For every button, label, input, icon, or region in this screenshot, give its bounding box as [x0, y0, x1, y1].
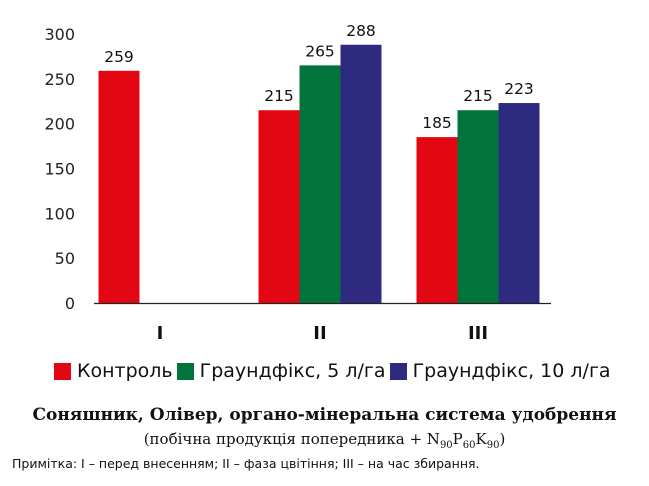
bar-value-label: 185 [422, 114, 452, 132]
x-axis-ticks: I II III [157, 323, 488, 344]
bar-value-label: 288 [346, 22, 376, 40]
legend: Контроль Граундфікс, 5 л/га Граундфікс, … [54, 360, 615, 382]
subtitle-end: ) [499, 430, 506, 448]
subtitle-p-index: 60 [462, 440, 476, 451]
bars [98, 44, 540, 303]
bar-value-label: 223 [504, 80, 534, 98]
bar-value-label: 265 [305, 42, 335, 60]
y-tick-label: 300 [44, 25, 75, 44]
y-tick-label: 100 [44, 204, 75, 223]
y-tick-label: 50 [55, 249, 75, 268]
bar-value-label: 215 [264, 87, 294, 105]
x-tick-label: III [468, 323, 488, 344]
legend-item-control: Контроль [54, 360, 173, 382]
subtitle-k-index: 90 [486, 440, 500, 451]
chart-subtitle: (побічна продукція попередника + N90P60K… [0, 430, 649, 451]
bar-1-series-1 [98, 70, 140, 303]
y-tick-label: 0 [65, 294, 75, 313]
data-labels: 259 215 265 288 185 215 223 [104, 22, 534, 132]
subtitle-k: K [475, 430, 487, 448]
bar-2-series-3 [340, 44, 382, 303]
bar-value-label: 259 [104, 48, 134, 66]
legend-item-groundfix-10: Граундфікс, 10 л/га [389, 360, 611, 382]
legend-item-groundfix-5: Граундфікс, 5 л/га [176, 360, 386, 382]
legend-swatch-groundfix-5 [176, 362, 194, 380]
subtitle-main: (побічна продукція попередника + N [143, 430, 440, 448]
legend-label-control: Контроль [77, 360, 173, 382]
legend-swatch-control [54, 362, 71, 380]
y-tick-label: 250 [44, 70, 75, 89]
y-axis-ticks: 0 50 100 150 200 250 300 [44, 25, 75, 313]
bar-2-series-1 [258, 110, 300, 303]
subtitle-p: P [452, 430, 463, 448]
y-tick-label: 200 [44, 115, 75, 134]
bar-2-series-2 [299, 65, 341, 303]
x-tick-label: I [157, 323, 164, 344]
legend-label-groundfix-10: Граундфікс, 10 л/га [412, 360, 611, 382]
legend-swatch-groundfix-10 [389, 362, 407, 380]
y-tick-label: 150 [44, 160, 75, 179]
bar-3-series-1 [416, 137, 458, 303]
subtitle-n-index: 90 [439, 440, 453, 451]
bar-chart: 0 50 100 150 200 250 300 259 215 265 288 185 215 223… [44, 22, 551, 344]
legend-label-groundfix-5: Граундфікс, 5 л/га [199, 360, 386, 382]
chart-title: Соняшник, Олівер, органо-мінеральна сист… [32, 405, 617, 425]
bar-3-series-2 [457, 110, 499, 303]
chart-note: Примітка: І – перед внесенням; ІІ – фаза… [12, 456, 480, 471]
bar-3-series-3 [498, 103, 540, 303]
x-tick-label: II [313, 323, 326, 344]
bar-value-label: 215 [463, 87, 493, 105]
